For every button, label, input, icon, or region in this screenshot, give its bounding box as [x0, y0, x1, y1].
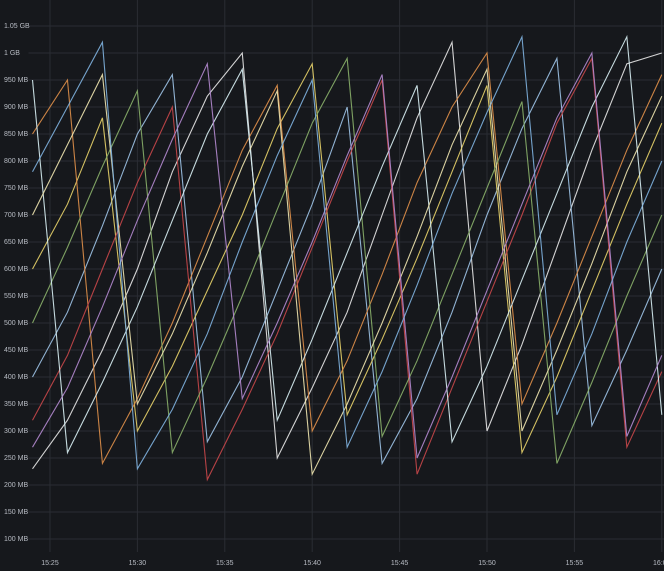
y-tick-label: 550 MB: [4, 293, 28, 300]
y-tick-label: 800 MB: [4, 158, 28, 165]
x-tick-label: 15:30: [129, 560, 147, 567]
x-tick-label: 15:35: [216, 560, 234, 567]
series-line: [32, 67, 663, 477]
y-tick-label: 500 MB: [4, 320, 28, 327]
series-line: [32, 61, 663, 455]
y-tick-label: 400 MB: [4, 374, 28, 381]
series-line: [31, 34, 663, 455]
y-tick-label: 850 MB: [4, 131, 28, 138]
y-tick-label: 150 MB: [4, 509, 28, 516]
series-line: [32, 56, 663, 466]
y-tick-label: 700 MB: [4, 212, 28, 219]
y-tick-label: 300 MB: [4, 428, 28, 435]
series-line: [32, 40, 662, 470]
y-tick-label: 450 MB: [4, 347, 28, 354]
x-tick-label: 16:00: [653, 560, 664, 567]
x-tick-label: 15:45: [391, 560, 409, 567]
series-line: [32, 51, 663, 459]
y-tick-label: 950 MB: [4, 77, 28, 84]
y-tick-label: 250 MB: [4, 455, 28, 462]
y-tick-label: 750 MB: [4, 185, 28, 192]
x-tick-label: 15:25: [41, 560, 59, 567]
y-tick-label: 350 MB: [4, 401, 28, 408]
y-tick-label: 200 MB: [4, 482, 28, 489]
y-tick-label: 600 MB: [4, 266, 28, 273]
series-line: [32, 56, 663, 482]
x-tick-label: 15:55: [566, 560, 584, 567]
y-tick-label: 1.05 GB: [4, 23, 30, 30]
x-tick-label: 15:40: [303, 560, 321, 567]
series-line: [32, 34, 663, 471]
series-line: [32, 51, 663, 466]
series-line: [32, 56, 663, 464]
y-tick-label: 900 MB: [4, 104, 28, 111]
x-tick-label: 15:50: [478, 560, 496, 567]
y-tick-label: 1 GB: [4, 50, 20, 57]
y-tick-label: 100 MB: [4, 536, 28, 543]
y-tick-label: 650 MB: [4, 239, 28, 246]
